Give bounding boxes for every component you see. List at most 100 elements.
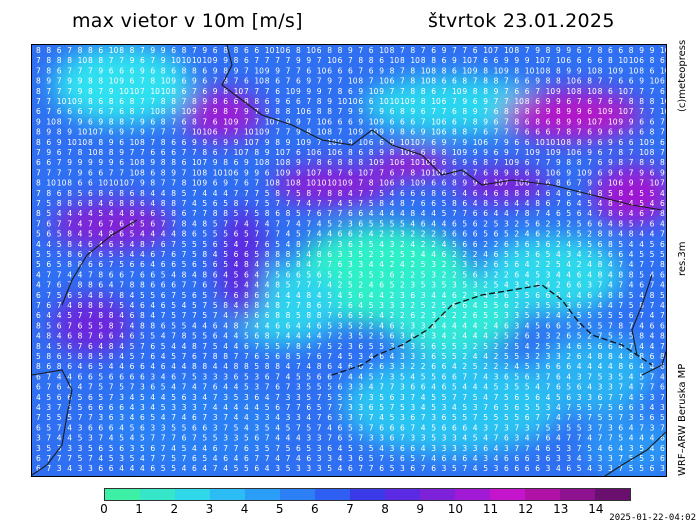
grid-value: 5: [452, 189, 457, 198]
grid-value: 4: [57, 372, 62, 381]
grid-value: 6: [254, 352, 259, 361]
grid-value: 4: [369, 260, 374, 269]
grid-value: 5: [234, 281, 239, 290]
grid-value: 9: [639, 168, 644, 177]
grid-value: 7: [150, 240, 155, 249]
grid-value: 2: [462, 291, 467, 300]
grid-value: 4: [369, 209, 374, 218]
grid-value: 10: [660, 46, 667, 55]
grid-value: 5: [202, 434, 207, 443]
grid-value: 9: [171, 168, 176, 177]
grid-value: 10: [369, 87, 379, 96]
grid-value: 6: [442, 250, 447, 259]
grid-value: 6: [150, 464, 155, 473]
grid-value: 6: [213, 383, 218, 392]
grid-value: 4: [525, 270, 530, 279]
grid-value: 7: [494, 423, 499, 432]
grid-value: 5: [660, 250, 665, 259]
grid-value: 5: [161, 403, 166, 412]
grid-value: 6: [265, 311, 270, 320]
grid-value: 7: [327, 209, 332, 218]
grid-value: 6: [462, 423, 467, 432]
grid-value: 5: [109, 454, 114, 463]
grid-value: 5: [161, 464, 166, 473]
grid-value: 7: [639, 179, 644, 188]
grid-value: 4: [598, 291, 603, 300]
grid-value: 10: [296, 107, 306, 116]
grid-value: 10: [348, 77, 358, 86]
grid-value: 5: [452, 383, 457, 392]
grid-value: 4: [57, 332, 62, 341]
grid-value: 7: [182, 199, 187, 208]
grid-value: 6: [119, 158, 124, 167]
grid-value: 5: [494, 383, 499, 392]
grid-value: 6: [98, 97, 103, 106]
grid-value: 10: [234, 148, 244, 157]
grid-value: 10: [390, 97, 400, 106]
grid-value: 10: [202, 56, 212, 65]
grid-value: 8: [78, 332, 83, 341]
grid-value: 4: [286, 332, 291, 341]
grid-value: 5: [442, 352, 447, 361]
grid-value: 8: [504, 107, 509, 116]
grid-value: 8: [650, 148, 655, 157]
legend-tick-label: 11: [482, 502, 499, 516]
grid-value: 6: [442, 362, 447, 371]
grid-value: 3: [442, 230, 447, 239]
grid-value: 10: [67, 138, 77, 147]
grid-value: 6: [150, 148, 155, 157]
grid-value: 2: [390, 291, 395, 300]
grid-value: 6: [618, 168, 623, 177]
grid-value: 6: [577, 46, 582, 55]
grid-value: 6: [650, 352, 655, 361]
grid-value: 4: [587, 464, 592, 473]
grid-value: 6: [629, 403, 634, 412]
grid-value: 10: [57, 179, 67, 188]
grid-value: 4: [192, 383, 197, 392]
grid-value: 6: [410, 332, 415, 341]
grid-value: 2: [390, 260, 395, 269]
grid-value: 3: [369, 393, 374, 402]
grid-value: 5: [161, 270, 166, 279]
grid-value: 8: [618, 270, 623, 279]
grid-value: 10: [650, 77, 660, 86]
grid-value: 8: [629, 352, 634, 361]
grid-value: 7: [639, 219, 644, 228]
grid-value: 7: [462, 209, 467, 218]
grid-value: 5: [483, 311, 488, 320]
grid-value: 6: [535, 97, 540, 106]
grid-value: 6: [150, 117, 155, 126]
grid-value: 6: [202, 66, 207, 75]
grid-value: 9: [306, 138, 311, 147]
grid-value: 8: [88, 87, 93, 96]
grid-value: 8: [98, 56, 103, 65]
grid-value: 7: [462, 117, 467, 126]
grid-value: 3: [317, 434, 322, 443]
grid-value: 8: [109, 230, 114, 239]
grid-value: 2: [494, 240, 499, 249]
grid-value: 5: [618, 332, 623, 341]
grid-value: 10: [566, 148, 576, 157]
grid-value: 6: [587, 291, 592, 300]
grid-value: 4: [223, 403, 228, 412]
grid-value: 6: [483, 209, 488, 218]
grid-value: 6: [483, 138, 488, 147]
grid-value: 9: [535, 148, 540, 157]
grid-value: 8: [629, 270, 634, 279]
grid-value: 6: [598, 56, 603, 65]
grid-value: 7: [317, 240, 322, 249]
grid-value: 9: [462, 179, 467, 188]
grid-value: 5: [535, 403, 540, 412]
grid-value: 10: [618, 87, 628, 96]
grid-value: 5: [36, 230, 41, 239]
grid-value: 6: [494, 230, 499, 239]
grid-value: 5: [296, 311, 301, 320]
grid-value: 5: [119, 383, 124, 392]
grid-value: 5: [98, 383, 103, 392]
grid-value: 6: [130, 332, 135, 341]
grid-value: 8: [618, 362, 623, 371]
grid-value: 5: [390, 454, 395, 463]
wind-map: 8 8 6 7 8 8 6 10 8 8 7 9 9 6 8 7 9 6 8 8 6 6 10 10 6 8 10 6 8 8 9 7 6 10 8…: [31, 44, 667, 477]
grid-value: 7: [46, 383, 51, 392]
grid-value: 7: [67, 148, 72, 157]
